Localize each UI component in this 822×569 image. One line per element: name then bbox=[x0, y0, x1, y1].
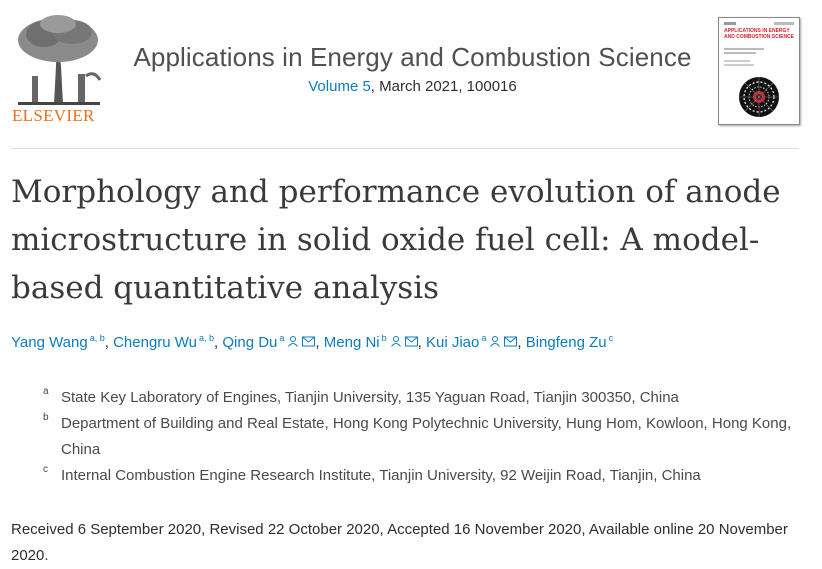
affiliation-list: a State Key Laboratory of Engines, Tianj… bbox=[41, 385, 801, 489]
author-name: Yang Wang bbox=[11, 334, 88, 351]
article-history-dates: Received 6 September 2020, Revised 22 Oc… bbox=[11, 521, 788, 564]
affiliation-text: Internal Combustion Engine Research Inst… bbox=[61, 467, 701, 484]
author-name: Qing Du bbox=[222, 334, 278, 351]
author-separator: , bbox=[315, 334, 324, 351]
envelope-icon bbox=[504, 334, 518, 351]
affiliation-item: a State Key Laboratory of Engines, Tianj… bbox=[41, 385, 801, 411]
author-affil-ref: a bbox=[481, 333, 487, 343]
affiliation-item: c Internal Combustion Engine Research In… bbox=[41, 463, 801, 489]
publisher-name[interactable]: ELSEVIER bbox=[12, 106, 95, 125]
author-affil-ref: c bbox=[608, 333, 614, 343]
publisher-logo[interactable] bbox=[10, 14, 108, 126]
author-separator: , bbox=[417, 334, 426, 351]
author-separator: , bbox=[214, 334, 223, 351]
person-icon bbox=[287, 334, 299, 351]
person-icon bbox=[489, 334, 501, 351]
author-name: Kui Jiao bbox=[425, 334, 480, 351]
cover-logo-mark bbox=[724, 22, 736, 25]
envelope-icon bbox=[404, 334, 418, 351]
author-link[interactable]: Qing Du a bbox=[222, 333, 316, 351]
author-list: Yang Wang a, b, Chengru Wu a, b, Qing Du a,… bbox=[11, 333, 811, 351]
affiliation-item: b Department of Building and Real Estate… bbox=[41, 411, 801, 463]
author-affil-ref: a, b bbox=[89, 333, 105, 343]
author-affil-ref: a bbox=[279, 333, 285, 343]
affiliation-label: c bbox=[43, 464, 48, 475]
article-title: Morphology and performance evolution of … bbox=[11, 174, 781, 306]
affiliation-text: State Key Laboratory of Engines, Tianjin… bbox=[61, 389, 679, 406]
author-link[interactable]: Chengru Wu a, b bbox=[113, 333, 215, 351]
journal-title[interactable]: Applications in Energy and Combustion Sc… bbox=[133, 42, 692, 72]
affiliation-text: Department of Building and Real Estate, … bbox=[61, 415, 792, 458]
author-name: Meng Ni bbox=[323, 334, 380, 351]
envelope-icon bbox=[302, 334, 316, 351]
header-divider bbox=[11, 148, 798, 149]
author-affil-ref: a, b bbox=[199, 333, 215, 343]
journal-issue-info: Volume 5, March 2021, 100016 bbox=[120, 78, 705, 95]
author-name: Bingfeng Zu bbox=[525, 334, 607, 351]
person-icon bbox=[390, 334, 402, 351]
author-link[interactable]: Yang Wang a, b bbox=[11, 333, 105, 351]
author-separator: , bbox=[104, 334, 114, 351]
volume-link[interactable]: Volume 5 bbox=[308, 78, 371, 95]
cover-title: APPLICATIONS IN ENERGY AND COMBUSTION SC… bbox=[724, 28, 795, 40]
cover-artwork bbox=[739, 77, 779, 117]
author-link[interactable]: Kui Jiao a bbox=[425, 333, 518, 351]
author-affil-ref: b bbox=[381, 333, 387, 343]
affiliation-label: b bbox=[43, 412, 49, 423]
author-link[interactable]: Bingfeng Zu c bbox=[525, 333, 614, 351]
author-link[interactable]: Meng Ni b bbox=[323, 333, 418, 351]
elsevier-tree-logo bbox=[10, 14, 108, 106]
cover-issn-mark bbox=[774, 22, 794, 25]
issue-details: , March 2021, 100016 bbox=[370, 78, 517, 95]
journal-header: Applications in Energy and Combustion Sc… bbox=[120, 40, 705, 95]
author-name: Chengru Wu bbox=[113, 334, 198, 351]
cover-subtitle-lines bbox=[724, 48, 784, 66]
journal-cover-thumbnail[interactable]: APPLICATIONS IN ENERGY AND COMBUSTION SC… bbox=[718, 17, 800, 125]
author-separator: , bbox=[517, 334, 526, 351]
affiliation-label: a bbox=[43, 386, 49, 397]
